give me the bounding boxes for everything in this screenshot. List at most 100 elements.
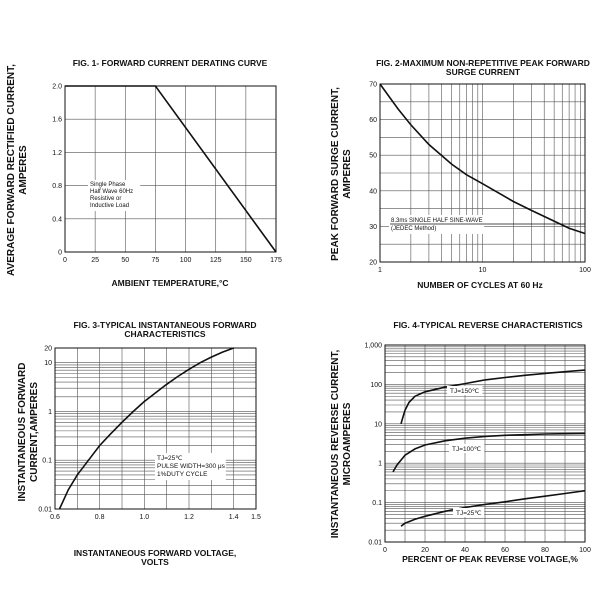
- x-tick-label: 80: [541, 547, 549, 554]
- x-tick-label: 40: [461, 547, 469, 554]
- annotation-text: Inductive Load: [90, 203, 129, 209]
- annotation-text: Resistive or: [90, 196, 121, 202]
- x-tick-label: 10: [479, 267, 487, 274]
- chart-title-line2: CHARACTERISTICS: [124, 329, 206, 339]
- y-tick-label: 1.2: [52, 150, 62, 157]
- y-tick-label: 0.01: [368, 540, 382, 547]
- chart-1-grid: [64, 85, 277, 253]
- annotation-bg: [88, 180, 141, 211]
- x-tick-label: 0: [383, 547, 387, 554]
- series-label-bg: [447, 386, 483, 395]
- y-tick-label: 1.6: [52, 117, 62, 124]
- chart-1: 0 25 50 75 100 125 150 175 0 0.4 0.8 1.2 1.6 2.0 FIG. …: [6, 58, 282, 288]
- chart-title: FIG. 3-TYPICAL INSTANTANEOUS FORWARD: [73, 320, 256, 330]
- annotation-text: 8.3ms SINGLE HALF SINE-WAVE: [391, 218, 483, 224]
- chart-2-grid: [379, 83, 586, 263]
- y-axis-label-line2: MICROAMPERES: [342, 402, 353, 485]
- series-line-1: [65, 85, 277, 253]
- x-tick-label: 50: [121, 257, 129, 264]
- y-tick-label: 0.1: [42, 458, 52, 465]
- y-tick-label: 30: [369, 224, 377, 231]
- x-tick-label: 20: [421, 547, 429, 554]
- chart-title: FIG. 2-MAXIMUM NON-REPETITIVE PEAK FORWA…: [376, 58, 590, 68]
- annotation-text: 1%DUTY CYCLE: [157, 471, 208, 478]
- x-tick-label: 75: [152, 257, 160, 264]
- y-tick-label: 1,000: [364, 343, 382, 350]
- annotation-bg: [389, 215, 485, 234]
- x-tick-label: 1.4: [229, 514, 239, 521]
- series-label-bg: [449, 444, 485, 453]
- y-tick-label: 0.1: [372, 500, 382, 507]
- series-label: TJ=25℃: [456, 510, 482, 517]
- chart-4-grid: [384, 344, 586, 543]
- chart-title: FIG. 4-TYPICAL REVERSE CHARACTERISTICS: [393, 320, 583, 330]
- x-tick-label: 60: [501, 547, 509, 554]
- x-tick-label: 100: [579, 267, 591, 274]
- series-line-1: [379, 83, 586, 235]
- x-tick-label: 0.8: [95, 514, 105, 521]
- series-line-1: [400, 369, 586, 425]
- series-line-2: [392, 432, 586, 473]
- annotation-text: TJ=25℃: [157, 455, 183, 462]
- y-axis-label: AVERAGE FORWARD RECTIFIED CURRENT,: [6, 64, 17, 276]
- x-tick-label: 1.5: [251, 514, 261, 521]
- annotation-text: Single Phase: [90, 182, 126, 188]
- y-axis-label: INSTANTANEOUS FORWARD: [17, 363, 28, 502]
- x-tick-label: 100: [579, 547, 591, 554]
- x-tick-label: 125: [210, 257, 222, 264]
- x-tick-label: 150: [240, 257, 252, 264]
- series-label: TJ=100℃: [452, 446, 482, 453]
- x-axis-label: NUMBER OF CYCLES AT 60 Hz: [417, 280, 543, 290]
- chart-3-frame: [54, 347, 257, 510]
- x-tick-label: 0.6: [50, 514, 60, 521]
- y-tick-label: 2.0: [52, 84, 62, 91]
- annotation-text: PULSE WIDTH=300 μs: [157, 463, 226, 470]
- y-tick-label: 50: [369, 153, 377, 160]
- y-tick-label: 70: [369, 82, 377, 89]
- y-tick-label: 1: [378, 461, 382, 468]
- series-label: TJ=150℃: [450, 388, 480, 395]
- chart-1-frame: [64, 85, 277, 253]
- annotation-bg: [155, 453, 226, 480]
- x-tick-label: 1.2: [184, 514, 194, 521]
- series-line-1: [58, 347, 234, 510]
- y-tick-label: 0.4: [52, 216, 62, 223]
- chart-title-line2: SURGE CURRENT: [446, 67, 521, 77]
- y-tick-label: 0: [58, 250, 62, 257]
- x-axis-label: PERCENT OF PEAK REVERSE VOLTAGE,%: [402, 554, 578, 564]
- annotation-text: Half Wave 60Hz: [90, 189, 133, 195]
- y-tick-label: 10: [374, 421, 382, 428]
- y-tick-label: 0.8: [52, 183, 62, 190]
- chart-3-grid: [54, 347, 257, 510]
- y-tick-label: 100: [370, 382, 382, 389]
- y-axis-label-line2: AMPERES: [342, 149, 353, 199]
- y-tick-label: 60: [369, 117, 377, 124]
- x-tick-label: 175: [270, 257, 282, 264]
- x-tick-label: 1: [378, 267, 382, 274]
- chart-title: FIG. 1- FORWARD CURRENT DERATING CURVE: [73, 58, 268, 68]
- y-tick-label: 20: [369, 260, 377, 267]
- series-line-3: [400, 489, 586, 527]
- x-axis-label: AMBIENT TEMPERATURE,°C: [111, 278, 228, 288]
- y-tick-label: 40: [369, 188, 377, 195]
- y-axis-label: INSTANTANEOUS REVERSE CURRENT,: [330, 350, 341, 539]
- annotation-text: (JEDEC Method): [391, 226, 436, 232]
- x-axis-label-line2: VOLTS: [141, 557, 169, 567]
- x-axis-label: INSTANTANEOUS FORWARD VOLTAGE,: [74, 548, 237, 558]
- chart-2: 1 10 100 20 30 40 50 60 70 FIG. 2-MAXIMUM NON-REP…: [330, 58, 591, 290]
- x-tick-label: 100: [180, 257, 192, 264]
- x-tick-label: 25: [91, 257, 99, 264]
- y-tick-label: 1: [48, 409, 52, 416]
- chart-3: 0.6 0.8 1.0 1.2 1.4 1.5 0.01 0.1 1 10 20 FIG. 3-TYP…: [17, 320, 261, 567]
- y-axis-label: PEAK FORWARD SURGE CURRENT,: [330, 87, 341, 261]
- y-tick-label: 20: [44, 346, 52, 353]
- y-tick-label: 0.01: [38, 507, 52, 514]
- x-tick-label: 0: [63, 257, 67, 264]
- x-tick-label: 1.0: [139, 514, 149, 521]
- y-axis-label-line2: AMPERES: [18, 145, 29, 195]
- chart-2-frame: [379, 83, 586, 263]
- y-tick-label: 10: [44, 360, 52, 367]
- chart-4: 0 20 40 60 80 100 0.01 0.1 1 10 100 1,000 FIG. 4-TYP…: [330, 320, 591, 564]
- chart-4-frame: [384, 344, 586, 543]
